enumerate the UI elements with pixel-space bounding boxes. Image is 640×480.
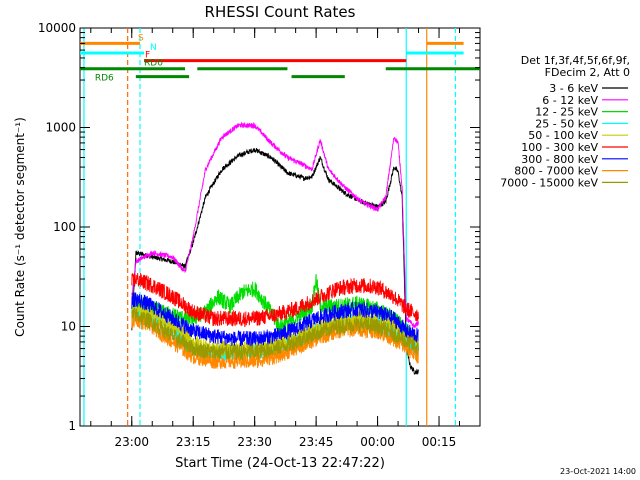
chart-title: RHESSI Count Rates [205,3,356,21]
x-axis-ticks: 23:00 23:15 23:30 23:45 00:00 00:15 [90,28,481,449]
legend-entry-label: 6 - 12 keV [542,94,598,107]
count-rate-series [131,121,419,375]
state-bar-label-rd0: RD0 [144,59,163,69]
x-tick-label: 23:15 [176,435,211,449]
legend-entry-label: 7000 - 15000 keV [500,176,598,189]
y-axis-label: Count Rate (s⁻¹ detector segment⁻¹) [13,117,27,337]
y-tick-label: 10000 [38,21,76,35]
series-line-6 [131,292,419,348]
state-bar-label-n: N [150,43,157,53]
x-tick-label: 23:30 [237,435,272,449]
legend-entry-label: 300 - 800 keV [521,153,598,166]
legend: Det 1f,3f,4f,5f,6f,9f,FDecim 2, Att 0 3 -… [500,54,630,189]
x-tick-label: 23:00 [114,435,149,449]
y-tick-label: 100 [53,220,76,234]
series-line-1 [131,121,419,329]
y-tick-label: 1 [68,419,76,433]
x-tick-label: 23:45 [299,435,334,449]
legend-entry-label: 800 - 7000 keV [514,165,598,178]
y-axis-ticks: 1 10 100 1000 10000 [38,21,480,433]
y-tick-label: 10 [61,320,76,334]
vertical-markers [83,28,457,426]
x-tick-label: 00:00 [360,435,395,449]
footer-date: 23-Oct-2021 14:00 [560,467,636,476]
legend-entry-label: 3 - 6 keV [549,82,598,95]
legend-entry-label: 25 - 50 keV [535,117,598,130]
y-tick-label: 1000 [45,121,76,135]
series-line-8 [131,307,419,361]
legend-entry-label: 12 - 25 keV [535,106,598,119]
legend-entry-label: 100 - 300 keV [521,141,598,154]
state-bar-label-f: F [145,51,150,61]
state-bar-label-s: S [138,33,144,43]
legend-entry-label: 50 - 100 keV [528,129,598,142]
series-line-5 [131,272,419,328]
legend-header-line: FDecim 2, Att 0 [545,66,630,79]
state-bar-label-rd6: RD6 [95,74,114,84]
x-tick-label: 00:15 [422,435,457,449]
x-axis-label: Start Time (24-Oct-13 22:47:22) [175,456,385,471]
legend-header-line: Det 1f,3f,4f,5f,6f,9f, [521,54,630,67]
